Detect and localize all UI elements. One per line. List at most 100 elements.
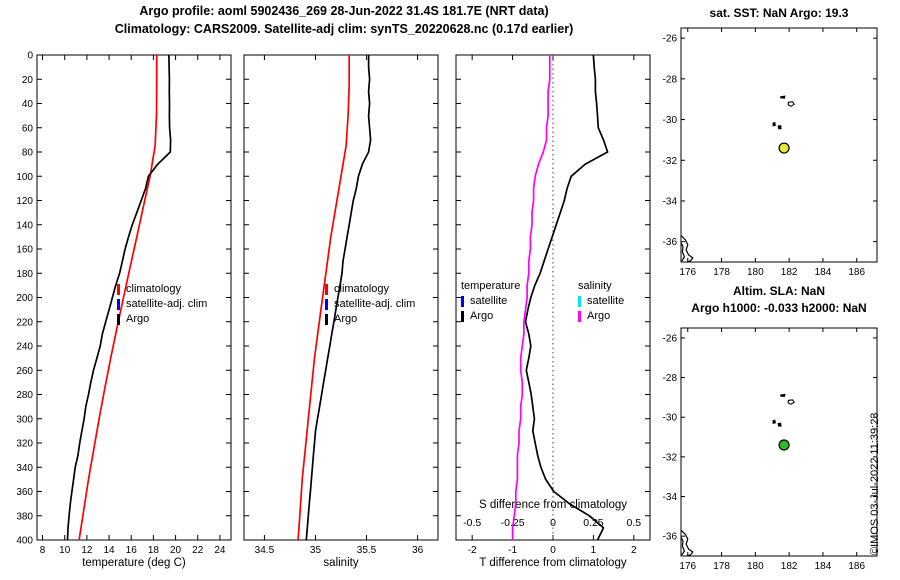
figure-title-line2: Climatology: CARS2009. Satellite-adj cli…	[114, 22, 574, 36]
imos-copyright-timestamp: ©IMOS 03-Jul-2022 11:39:23	[869, 412, 881, 555]
svg-text:100: 100	[16, 172, 33, 183]
svg-text:0.5: 0.5	[627, 517, 642, 529]
legend-label-argo-s: Argo	[587, 310, 611, 322]
argo-line-sample-icon	[325, 314, 328, 325]
svg-text:-26: -26	[663, 34, 678, 45]
svg-text:0.25: 0.25	[583, 517, 604, 529]
svg-text:260: 260	[16, 366, 33, 377]
svg-text:280: 280	[16, 390, 33, 401]
temperature-axis-label: temperature (deg C)	[82, 557, 186, 569]
svg-text:0: 0	[550, 545, 556, 556]
coastline	[680, 235, 694, 263]
svg-text:186: 186	[848, 561, 865, 572]
svg-text:60: 60	[22, 123, 34, 134]
svg-text:14: 14	[103, 545, 115, 556]
svg-text:186: 186	[848, 267, 865, 278]
svg-text:10: 10	[59, 545, 71, 556]
svg-text:200: 200	[16, 293, 33, 304]
svg-text:-30: -30	[663, 413, 678, 424]
svg-text:2: 2	[631, 545, 637, 556]
island-outline	[777, 125, 782, 130]
svg-text:-2: -2	[468, 545, 477, 556]
svg-text:120: 120	[16, 196, 33, 207]
sst-map-title: sat. SST: NaN Argo: 19.3	[709, 6, 849, 20]
salinity-legend: climatology satellite-adj. clim Argo	[325, 282, 415, 327]
coastline	[680, 536, 686, 556]
svg-text:160: 160	[16, 245, 33, 256]
legend-item-satellite-s: satellite	[578, 294, 624, 309]
svg-text:20: 20	[22, 75, 34, 86]
svg-text:S difference from climatology: S difference from climatology	[479, 499, 627, 511]
difference-profile-panel: -2 -1 0 1 2 S difference from climatology -0.5…	[455, 54, 651, 556]
legend-header-label: temperature	[461, 280, 521, 292]
svg-text:34.5: 34.5	[255, 545, 275, 556]
legend-item-argo: Argo	[117, 312, 207, 327]
svg-text:-32: -32	[663, 452, 678, 463]
argo-t-line-sample-icon	[461, 311, 464, 322]
island-outline	[780, 393, 786, 397]
temperature-legend: climatology satellite-adj. clim Argo	[117, 282, 207, 327]
svg-text:35.5: 35.5	[357, 545, 377, 556]
svg-text:35: 35	[310, 545, 322, 556]
svg-text:240: 240	[16, 342, 33, 353]
temperature-profile-panel: 8 10 12 14 16 18 20 22 2402040608010012014016018…	[16, 51, 232, 556]
svg-text:24: 24	[214, 545, 226, 556]
svg-text:180: 180	[747, 267, 764, 278]
series-climatology	[297, 55, 351, 541]
legend-item-argo-s: Argo	[578, 309, 624, 324]
island-outline	[787, 101, 795, 107]
svg-text:-28: -28	[663, 373, 678, 384]
satellite-clim-line-sample-icon	[325, 299, 328, 310]
svg-text:12: 12	[81, 545, 93, 556]
svg-text:184: 184	[815, 267, 832, 278]
legend-label-argo: Argo	[126, 313, 150, 325]
argo-float-marker	[778, 142, 790, 154]
sla-map-panel: 176 178 180 182 184 186 -26 -28 -30 -32 -34 -36	[663, 327, 878, 572]
sla-map-title-line2: Argo h1000: -0.033 h2000: NaN	[691, 301, 867, 315]
svg-text:18: 18	[148, 545, 160, 556]
legend-item-climatology: climatology	[117, 282, 207, 297]
svg-text:36: 36	[412, 545, 424, 556]
svg-text:0: 0	[550, 517, 556, 529]
difference-temperature-legend: temperature satellite Argo	[461, 279, 520, 324]
island-outline	[780, 95, 786, 99]
legend-item-argo-t: Argo	[461, 309, 520, 324]
island-outline	[772, 419, 776, 424]
svg-text:-36: -36	[663, 237, 678, 248]
argo-s-line-sample-icon	[578, 311, 581, 322]
series-Argo	[305, 55, 372, 541]
svg-text:80: 80	[22, 148, 34, 159]
svg-text:184: 184	[815, 561, 832, 572]
legend-label-satellite-clim: satellite-adj. clim	[334, 298, 416, 310]
svg-text:380: 380	[16, 511, 33, 522]
svg-text:40: 40	[22, 99, 34, 110]
svg-text:-36: -36	[663, 532, 678, 543]
sst-map-panel: 176 178 180 182 184 186 -26 -28 -30 -32 -34 -36	[663, 27, 878, 278]
legend-header-salinity: salinity	[578, 279, 624, 294]
island-outline	[772, 121, 776, 127]
coastline	[680, 242, 686, 262]
island-outline	[777, 422, 782, 427]
salinity-profile-panel: 34.5 35 35.5 36	[243, 54, 439, 556]
svg-text:180: 180	[16, 269, 33, 280]
series-Argo	[66, 54, 172, 541]
svg-text:176: 176	[679, 561, 696, 572]
salinity-axis-label: salinity	[323, 557, 359, 569]
series-climatology	[78, 55, 158, 541]
legend-label-argo: Argo	[334, 313, 358, 325]
argo-float-marker	[778, 439, 790, 451]
series-S-diff-Argo	[511, 55, 551, 540]
svg-text:-34: -34	[663, 492, 678, 503]
climatology-line-sample-icon	[117, 284, 120, 295]
t-difference-axis-label: T difference from climatology	[479, 557, 627, 569]
svg-text:8: 8	[40, 545, 46, 556]
legend-header-label: salinity	[578, 280, 612, 292]
svg-text:-1: -1	[508, 545, 517, 556]
legend-label-satellite-clim: satellite-adj. clim	[126, 298, 208, 310]
svg-text:0: 0	[27, 51, 33, 62]
svg-text:340: 340	[16, 463, 33, 474]
legend-label-climatology: climatology	[334, 283, 390, 295]
satellite-s-line-sample-icon	[578, 296, 581, 307]
